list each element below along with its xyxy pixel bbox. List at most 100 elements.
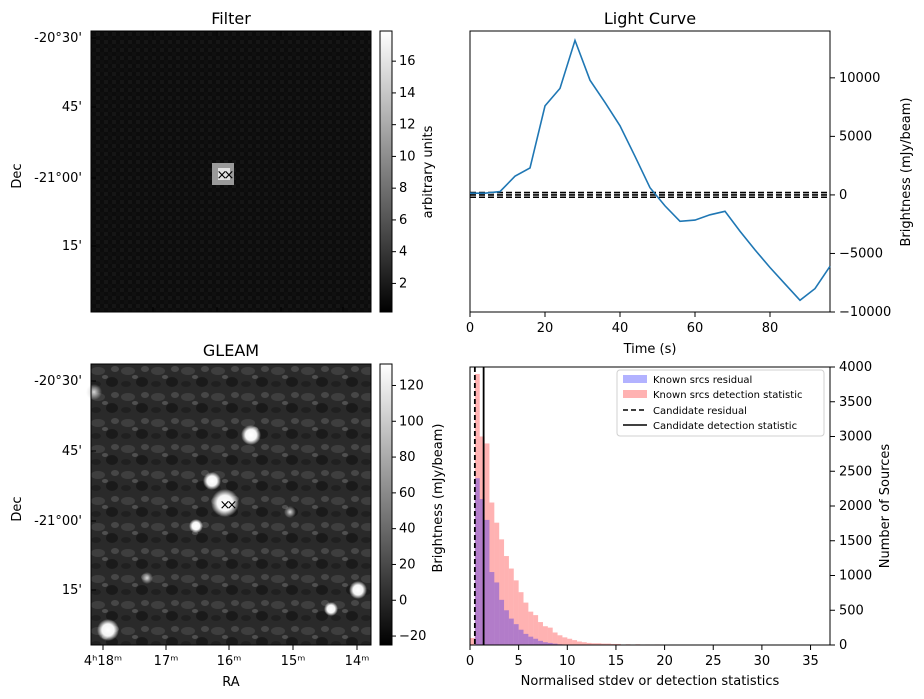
histogram-bar-residual [542, 642, 548, 645]
gleam-colorbar-tick-label: −20 [399, 629, 426, 644]
gleam-source [86, 384, 102, 400]
histogram-bar-residual [528, 636, 534, 645]
gleam-source [97, 619, 119, 641]
gleam-colorbar-tick-label: 60 [399, 486, 416, 501]
filter-colorbar-tick-label: 16 [399, 54, 416, 69]
gleam-colorbar-tick-label: 40 [399, 522, 416, 537]
lightcurve-x-tick-label: 20 [537, 321, 554, 336]
gleam-source [349, 581, 367, 599]
histogram-panel: 0 5 10 15 20 25 30 35 0 500 1000 1500 2000 2500 3000 3… [466, 360, 893, 689]
histogram-bar-detection [489, 502, 495, 645]
gleam-x-tick-label: 17ᵐ [154, 654, 179, 669]
gleam-y-tick-label: 45' [62, 444, 82, 459]
filter-source-core [218, 168, 230, 180]
histogram-bar-residual [547, 642, 553, 645]
legend-label-candidate-residual: Candidate residual [653, 406, 747, 417]
gleam-colorbar-tick-label: 120 [399, 378, 424, 393]
histogram-bar-detection [606, 643, 612, 645]
filter-colorbar-label: arbitrary units [421, 125, 436, 218]
gleam-x-tick-label: 15ᵐ [281, 654, 306, 669]
filter-colorbar-tick-label: 4 [399, 245, 407, 260]
gleam-x-tick-label: 16ᵐ [217, 654, 242, 669]
filter-colorbar-tick-label: 12 [399, 118, 416, 133]
gleam-y-tick-label: 15' [62, 583, 82, 598]
histogram-x-tick-label: 20 [656, 654, 673, 669]
histogram-bar-residual [504, 610, 509, 645]
filter-y-tick-label: -21°00' [34, 171, 82, 186]
gleam-colorbar [379, 363, 393, 646]
histogram-bar-detection [557, 635, 563, 645]
histogram-bar-residual [533, 638, 539, 645]
histogram-bar-detection [533, 615, 539, 645]
histogram-bar-detection [547, 627, 553, 645]
histogram-bar-detection [577, 641, 582, 645]
lightcurve-title: Light Curve [604, 9, 696, 28]
filter-marker-blue: × [217, 168, 228, 183]
histogram-legend: Known srcs residual Known srcs detection… [616, 369, 825, 437]
histogram-bar-detection [494, 522, 500, 645]
histogram-bar-residual [538, 640, 543, 645]
histogram-y-tick-label: 1500 [839, 534, 872, 549]
lightcurve-y-tick-label: −10000 [839, 305, 891, 320]
filter-colorbar-tick-label: 6 [399, 213, 407, 228]
histogram-bar-detection [572, 640, 578, 645]
histogram-y-tick-label: 2000 [839, 499, 872, 514]
gleam-source [189, 519, 203, 533]
histogram-bar-detection [518, 592, 524, 645]
histogram-bar-detection [528, 611, 534, 645]
histogram-bar-detection [479, 436, 485, 645]
histogram-bar-detection [499, 539, 505, 645]
histogram-bar-detection [586, 642, 592, 645]
legend-label-candidate-detection: Candidate detection statistic [653, 421, 797, 432]
gleam-source [203, 472, 221, 490]
filter-colorbar-tick-label: 2 [399, 276, 407, 291]
gleam-x-tick-label: 4ʰ18ᵐ [84, 654, 122, 669]
lightcurve-x-tick-label: 0 [466, 321, 474, 336]
histogram-bar-detection [562, 637, 568, 645]
histogram-bar-residual [474, 478, 480, 645]
histogram-bar-residual [552, 643, 558, 645]
filter-y-tick-label: -20°30' [34, 31, 82, 46]
filter-colorbar-tick-label: 8 [399, 181, 407, 196]
lightcurve-plot-area [469, 30, 831, 313]
histogram-bar-detection [523, 602, 529, 645]
histogram-bar-detection [474, 373, 480, 645]
histogram-bar-residual [523, 633, 529, 645]
histogram-bar-detection [581, 642, 587, 645]
histogram-x-tick-label: 25 [705, 654, 722, 669]
lightcurve-x-label: Time (s) [623, 342, 677, 357]
histogram-x-label: Normalised stdev or detection statistics [521, 674, 780, 689]
gleam-x-tick-label: 14ᵐ [345, 654, 370, 669]
gleam-source [324, 602, 338, 616]
lightcurve-panel: Light Curve 0 20 40 60 80 10000 5000 0 −5000 −10… [466, 9, 914, 357]
legend-swatch-detection [623, 390, 647, 398]
legend-swatch-residual [623, 375, 647, 383]
gleam-y-label: Dec [10, 496, 25, 521]
gleam-colorbar-label: Brightness (mJy/beam) [431, 424, 446, 573]
gleam-source [284, 506, 296, 518]
histogram-bar-detection [508, 568, 514, 645]
histogram-bar-detection [542, 626, 548, 645]
gleam-colorbar-tick-label: 0 [399, 593, 407, 608]
histogram-bar-residual [489, 572, 495, 645]
histogram-y-tick-label: 4000 [839, 360, 872, 375]
gleam-title: GLEAM [203, 341, 259, 360]
filter-title: Filter [211, 9, 251, 28]
lightcurve-series-line [470, 37, 831, 302]
histogram-y-tick-label: 1000 [839, 569, 872, 584]
filter-colorbar-tick-label: 10 [399, 149, 416, 164]
filter-frame [90, 30, 372, 313]
histogram-bar-residual [508, 618, 514, 645]
lightcurve-y-tick-label: −5000 [839, 246, 883, 261]
histogram-bar-residual [494, 582, 500, 645]
filter-y-label: Dec [10, 163, 25, 188]
gleam-source [241, 425, 261, 445]
histogram-y-tick-label: 3500 [839, 395, 872, 410]
histogram-bar-detection [601, 643, 607, 645]
histogram-x-tick-label: 0 [466, 654, 474, 669]
filter-marker-red: × [224, 168, 235, 183]
histogram-bar-detection [591, 643, 597, 645]
lightcurve-x-tick-label: 60 [687, 321, 704, 336]
histogram-bar-detection [470, 638, 475, 645]
